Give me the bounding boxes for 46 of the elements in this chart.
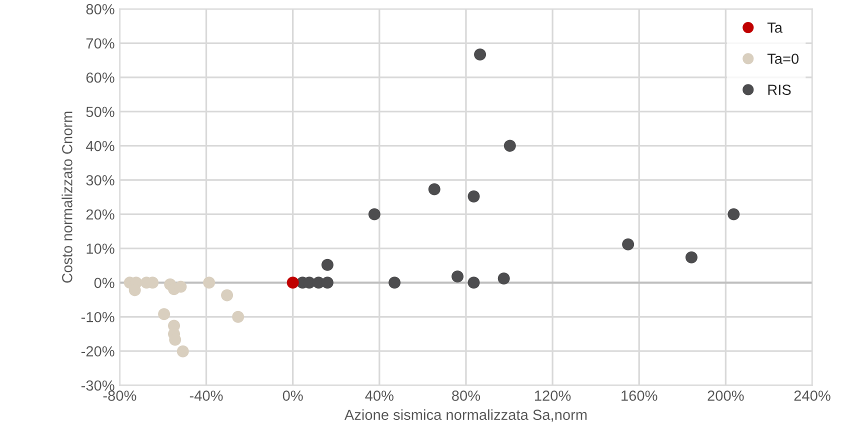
x-tick-label: 160% (622, 390, 658, 401)
y-tick-label: -30% (81, 380, 114, 391)
point (498, 272, 510, 285)
y-tick-label: 10% (86, 244, 114, 254)
point (622, 238, 634, 250)
x-tick-label: 240% (794, 390, 830, 401)
y-tick-label: 0% (94, 278, 114, 288)
y-tick-label: 20% (86, 209, 114, 220)
y-tick-label: 40% (86, 140, 114, 152)
point (232, 310, 244, 323)
point (321, 258, 334, 271)
y-axis-title: Costo normalizzato Cnorm (62, 112, 72, 283)
point (504, 140, 516, 152)
point (203, 276, 216, 289)
x-tick-label: -40% (190, 390, 223, 401)
y-tick-label: 60% (86, 72, 114, 83)
y-tick-label: 70% (86, 38, 114, 49)
legend-label: Ta=0 (767, 54, 799, 64)
x-axis-title: Azione sismica normalizzata Sa,norm (344, 409, 587, 422)
y-tick-label: 30% (86, 175, 114, 186)
point (685, 251, 698, 264)
legend-label: RIS (768, 84, 791, 95)
y-tick-label: 50% (86, 106, 114, 118)
point (428, 183, 440, 196)
point (474, 48, 486, 60)
point (221, 289, 234, 302)
x-tick-label: 120% (535, 390, 571, 401)
y-tick-label: 80% (86, 4, 114, 14)
point (468, 276, 480, 289)
point (176, 345, 189, 358)
point (728, 208, 740, 220)
legend-label: Ta (767, 22, 782, 33)
x-tick-label: 80% (452, 390, 480, 401)
x-tick-label: 0% (282, 390, 303, 401)
point (368, 208, 380, 220)
y-tick-label: -20% (81, 346, 114, 356)
x-tick-label: 200% (708, 390, 744, 401)
point (468, 190, 480, 202)
x-tick-label: 40% (365, 390, 394, 401)
point (158, 308, 170, 320)
point (174, 280, 187, 293)
point (388, 276, 401, 289)
x-tick-label: -80% (103, 390, 136, 401)
point (286, 276, 299, 289)
y-tick-label: -10% (81, 312, 114, 322)
point (452, 270, 464, 283)
